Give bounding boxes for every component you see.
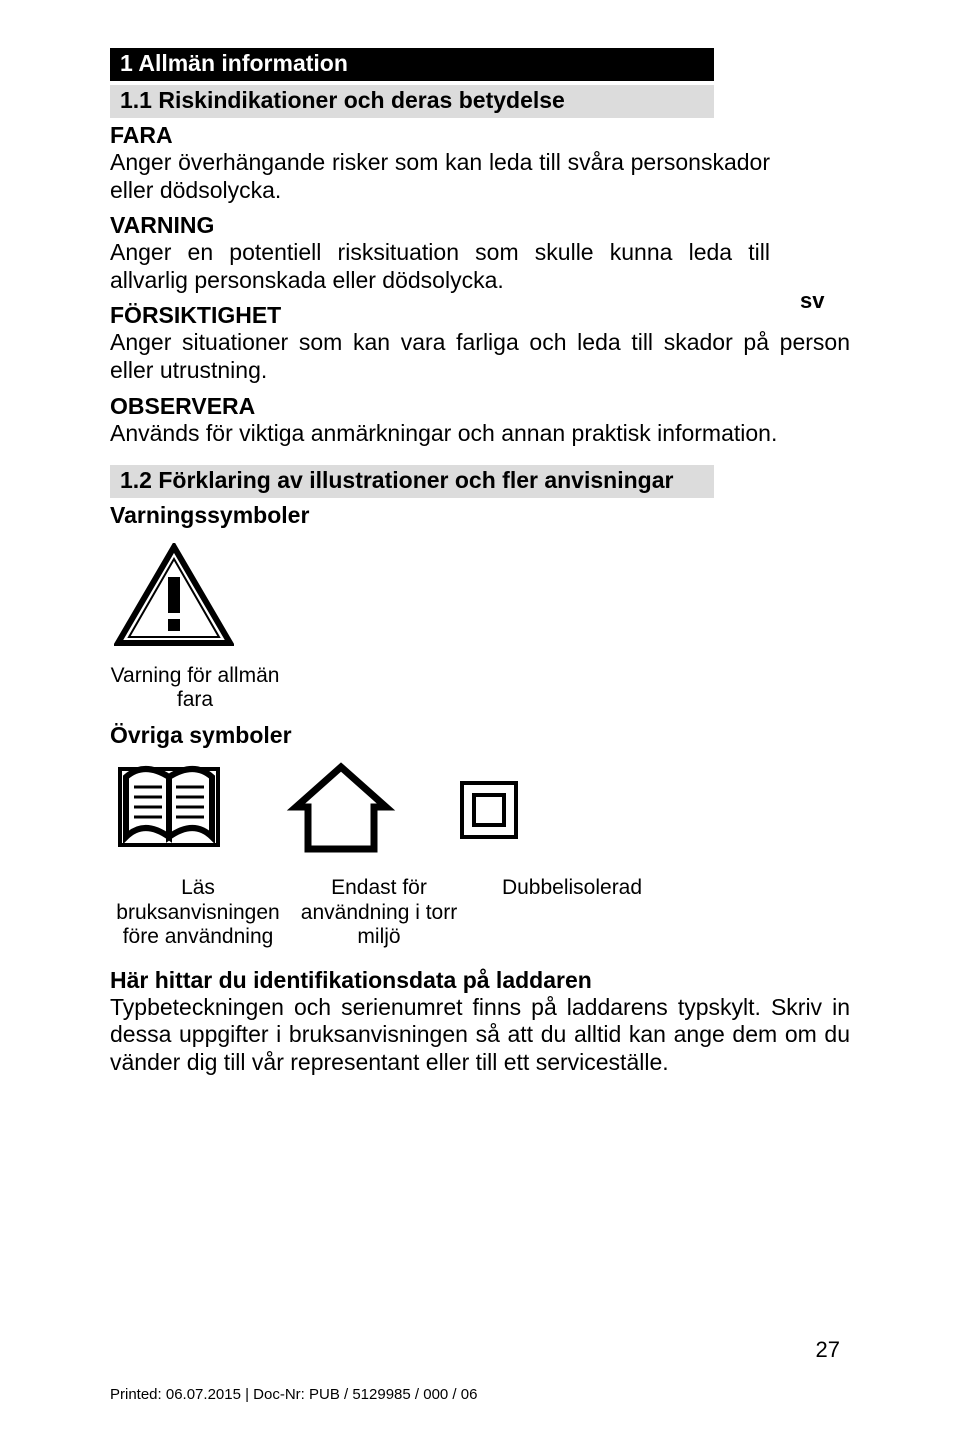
read-manual-icon (114, 759, 224, 860)
other-symbols-captions: Läs bruksanvisningen före användning End… (110, 876, 850, 948)
warning-triangle-icon (114, 543, 850, 654)
double-insulated-icon (458, 759, 520, 860)
identification-body: Typbeteckningen och serienumret finns på… (110, 994, 850, 1077)
observera-heading: OBSERVERA (110, 393, 850, 420)
varningssymboler-heading: Varningssymboler (110, 502, 850, 529)
read-manual-caption: Läs bruksanvisningen före användning (110, 876, 286, 948)
section-1-1-heading: 1.1 Riskindikationer och deras betydelse (110, 85, 714, 118)
varning-body: Anger en potentiell risksituation som sk… (110, 239, 770, 294)
fara-heading: FARA (110, 122, 850, 149)
page-number: 27 (816, 1337, 840, 1363)
varning-heading: VARNING (110, 212, 850, 239)
fara-body: Anger överhängande risker som kan leda t… (110, 149, 770, 204)
other-symbols-row (114, 759, 850, 860)
warning-triangle-caption: Varning för allmän fara (110, 664, 280, 712)
forsiktighet-body: Anger situationer som kan vara farliga o… (110, 329, 850, 384)
observera-body: Används för viktiga anmärkningar och ann… (110, 420, 850, 448)
indoor-dry-icon (286, 759, 396, 860)
section-1-2-heading: 1.2 Förklaring av illustrationer och fle… (110, 465, 714, 498)
section-1-heading: 1 Allmän information (110, 48, 714, 81)
page-content: 1 Allmän information 1.1 Riskindikatione… (0, 0, 960, 1077)
print-footer: Printed: 06.07.2015 | Doc-Nr: PUB / 5129… (110, 1386, 477, 1403)
double-insulated-caption: Dubbelisolerad (472, 876, 652, 948)
forsiktighet-heading: FÖRSIKTIGHET (110, 302, 850, 329)
indoor-dry-caption: Endast för användning i torr miljö (286, 876, 472, 948)
language-label: sv (800, 288, 824, 314)
ovriga-symboler-heading: Övriga symboler (110, 722, 850, 749)
identification-heading: Här hittar du identifikationsdata på lad… (110, 967, 850, 994)
